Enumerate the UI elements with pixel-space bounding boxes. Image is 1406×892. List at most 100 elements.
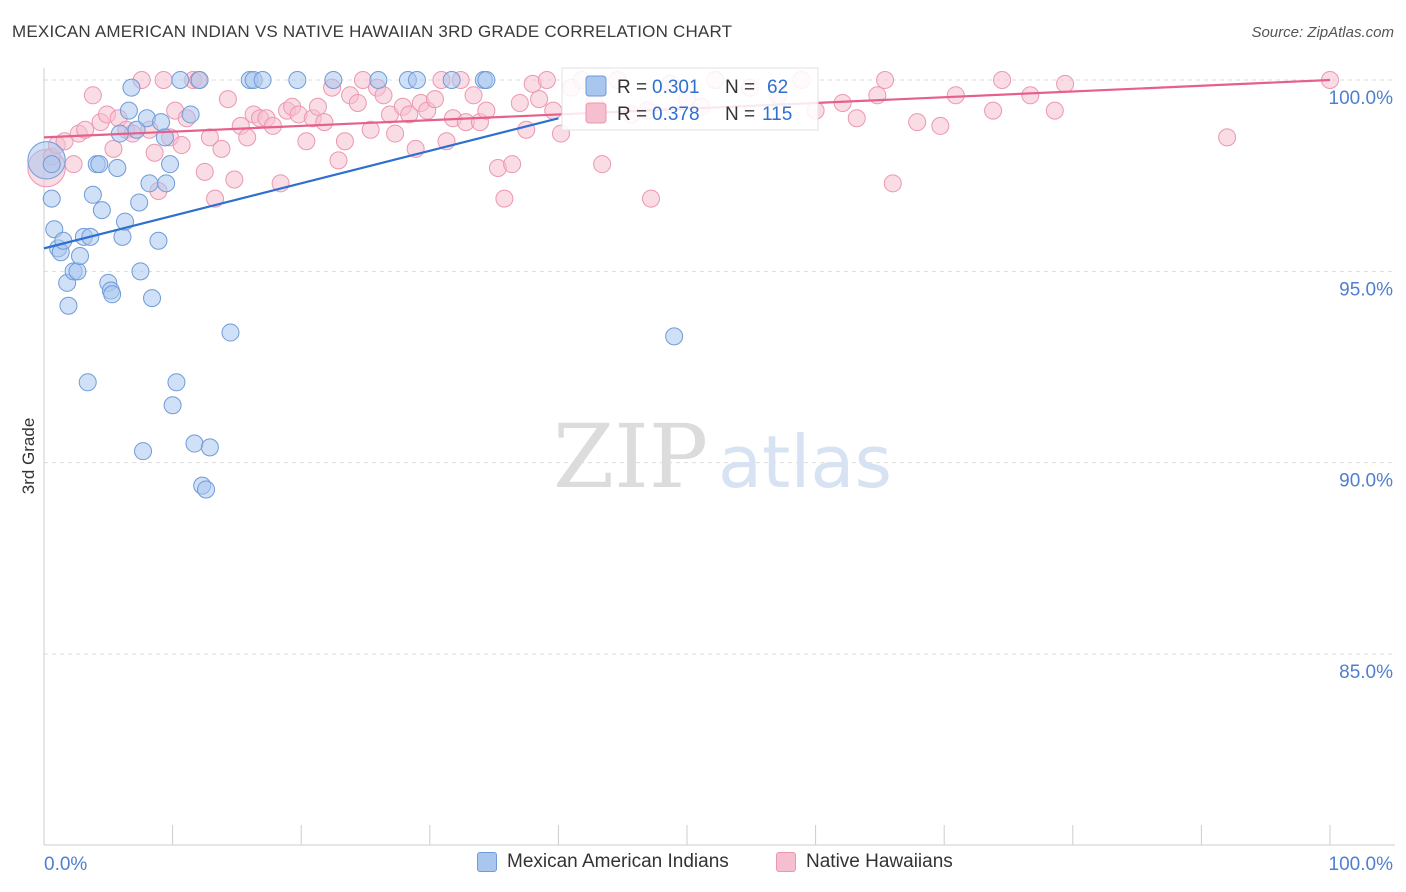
data-point bbox=[42, 189, 61, 208]
legend-item-mexican-american-indians[interactable]: Mexican American Indians bbox=[477, 851, 729, 873]
legend-n-label-pink: N = bbox=[725, 104, 755, 125]
data-point bbox=[76, 120, 95, 139]
data-point bbox=[425, 90, 444, 109]
data-point bbox=[149, 231, 168, 250]
legend-label: Mexican American Indians bbox=[507, 851, 729, 872]
data-point bbox=[92, 201, 111, 220]
data-point bbox=[212, 139, 231, 158]
data-point bbox=[442, 71, 461, 89]
data-point bbox=[510, 93, 529, 112]
data-point bbox=[154, 71, 173, 89]
watermark: ZIP atlas bbox=[553, 405, 892, 508]
data-point bbox=[386, 124, 405, 143]
legend-n-label-blue: N = bbox=[725, 77, 755, 98]
watermark-zip: ZIP bbox=[553, 405, 708, 508]
data-point bbox=[308, 97, 327, 116]
data-point bbox=[407, 71, 426, 89]
data-point bbox=[908, 113, 927, 132]
data-point bbox=[190, 71, 209, 89]
data-point bbox=[253, 71, 272, 89]
data-point bbox=[64, 155, 83, 174]
data-point bbox=[163, 396, 182, 415]
data-point bbox=[83, 185, 102, 204]
data-point bbox=[400, 105, 419, 124]
data-point bbox=[876, 71, 895, 89]
legend-swatch bbox=[477, 852, 497, 872]
data-point bbox=[143, 289, 162, 308]
data-point bbox=[185, 434, 204, 453]
data-point bbox=[59, 296, 78, 315]
data-point bbox=[315, 113, 334, 132]
data-point bbox=[477, 71, 496, 89]
y-axis-label: 3rd Grade bbox=[19, 418, 38, 495]
data-point bbox=[68, 262, 87, 281]
data-point bbox=[42, 155, 61, 174]
legend: R = 0.301 N = 62 R = 0.378 N = 115 bbox=[561, 67, 819, 131]
data-point bbox=[206, 189, 225, 208]
data-point bbox=[883, 174, 902, 193]
data-point bbox=[993, 71, 1012, 89]
data-point bbox=[503, 155, 522, 174]
data-point bbox=[1218, 128, 1237, 147]
data-point bbox=[1045, 101, 1064, 120]
legend-r-value-pink: 0.378 bbox=[652, 104, 700, 125]
data-point bbox=[197, 480, 216, 499]
data-point bbox=[335, 132, 354, 151]
legend-label: Native Hawaiians bbox=[806, 851, 953, 872]
data-point bbox=[145, 143, 164, 162]
data-point bbox=[78, 373, 97, 392]
data-point bbox=[71, 247, 90, 266]
data-point bbox=[195, 162, 214, 181]
data-point bbox=[665, 327, 684, 346]
trend-line bbox=[43, 117, 559, 250]
data-point bbox=[1056, 74, 1075, 93]
data-point bbox=[140, 174, 159, 193]
data-point bbox=[641, 189, 660, 208]
data-point bbox=[161, 155, 180, 174]
data-point bbox=[134, 442, 153, 461]
data-point bbox=[530, 90, 549, 109]
x-tick-label: 0.0% bbox=[44, 854, 87, 875]
data-point bbox=[847, 109, 866, 128]
data-point bbox=[108, 159, 127, 178]
legend-r-label-blue: R = bbox=[617, 77, 647, 98]
data-point bbox=[495, 189, 514, 208]
chart-title: MEXICAN AMERICAN INDIAN VS NATIVE HAWAII… bbox=[12, 22, 733, 41]
legend-r-label-pink: R = bbox=[617, 104, 647, 125]
legend-item-native-hawaiians[interactable]: Native Hawaiians bbox=[776, 851, 953, 873]
data-point bbox=[181, 105, 200, 124]
data-point bbox=[946, 86, 965, 105]
y-tick-label: 100.0% bbox=[1329, 88, 1394, 109]
y-tick-label: 85.0% bbox=[1339, 662, 1393, 683]
data-point bbox=[104, 139, 123, 158]
legend-r-value-blue: 0.301 bbox=[652, 77, 700, 98]
y-tick-label: 90.0% bbox=[1339, 471, 1393, 492]
data-point bbox=[984, 101, 1003, 120]
data-point bbox=[119, 101, 138, 120]
data-point bbox=[200, 438, 219, 457]
legend-swatch-blue bbox=[585, 75, 607, 97]
data-point bbox=[593, 155, 612, 174]
data-point bbox=[131, 262, 150, 281]
data-point bbox=[90, 155, 109, 174]
data-point bbox=[374, 86, 393, 105]
data-point bbox=[1021, 86, 1040, 105]
data-point bbox=[103, 285, 122, 304]
data-point bbox=[931, 116, 950, 135]
data-point bbox=[83, 86, 102, 105]
watermark-atlas: atlas bbox=[718, 420, 892, 504]
data-point bbox=[329, 151, 348, 170]
x-tick-label: 100.0% bbox=[1329, 854, 1394, 875]
legend-n-value-blue: 62 bbox=[767, 77, 788, 98]
data-point bbox=[464, 86, 483, 105]
data-point bbox=[544, 101, 563, 120]
data-point bbox=[348, 93, 367, 112]
gridlines bbox=[44, 79, 1395, 655]
data-point bbox=[130, 193, 149, 212]
data-point bbox=[477, 101, 496, 120]
data-point bbox=[225, 170, 244, 189]
data-point bbox=[297, 132, 316, 151]
data-point bbox=[171, 71, 190, 89]
data-point bbox=[238, 128, 257, 147]
